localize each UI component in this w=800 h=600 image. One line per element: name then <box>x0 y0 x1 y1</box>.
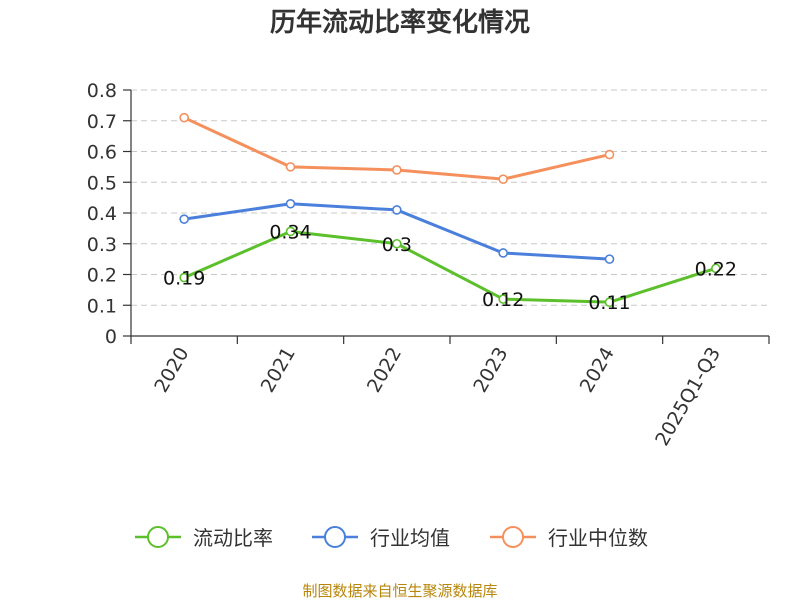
data-point <box>285 162 296 172</box>
legend-marker <box>502 526 524 548</box>
data-label: 0.34 <box>269 221 311 243</box>
series-group <box>179 112 721 307</box>
data-point <box>392 238 402 249</box>
data-point <box>392 165 402 175</box>
y-tick-label: 0.4 <box>87 203 117 225</box>
x-axis: 2020 2021 2022 2023 2024 2025Q1-Q3 <box>130 335 770 450</box>
y-tick-label: 0.7 <box>87 111 117 133</box>
source-note: 制图数据来自恒生聚源数据库 <box>302 582 497 600</box>
data-label: 0.22 <box>695 258 737 280</box>
data-label: 0.19 <box>163 268 205 290</box>
data-point <box>711 263 721 274</box>
data-point <box>498 174 508 184</box>
legend-label: 行业均值 <box>370 526 450 550</box>
x-tick-label: 2023 <box>469 343 512 396</box>
legend-label: 流动比率 <box>193 526 273 550</box>
series-line <box>183 229 717 304</box>
data-point <box>604 297 615 307</box>
legend-marker <box>324 526 346 548</box>
data-point <box>285 198 296 209</box>
data-point <box>392 205 402 215</box>
x-tick-label: 2025Q1-Q3 <box>651 344 725 450</box>
data-point <box>604 149 615 160</box>
data-label: 0.3 <box>382 234 412 256</box>
data-label: 0.12 <box>482 289 524 311</box>
chart-title: 历年流动比率变化情况 <box>270 7 530 38</box>
y-axis: 0 0.1 0.2 0.3 0.4 0.5 0.6 0.7 0.8 <box>87 80 132 348</box>
legend-label: 行业中位数 <box>548 526 648 550</box>
data-labels: 0.19 0.34 0.3 0.12 0.11 0.22 <box>163 221 737 314</box>
y-tick-label: 0.1 <box>87 295 117 317</box>
data-point <box>179 214 189 224</box>
data-label: 0.11 <box>588 292 630 314</box>
y-tick-label: 0.8 <box>87 80 117 102</box>
y-tick-label: 0.2 <box>87 265 117 287</box>
data-point <box>285 226 296 237</box>
x-tick-label: 2020 <box>150 344 193 397</box>
y-tick-label: 0 <box>105 326 117 348</box>
legend[interactable]: 流动比率 行业均值 行业中位数 <box>135 526 648 550</box>
x-tick-label: 2021 <box>257 344 300 397</box>
legend-marker <box>147 526 169 548</box>
grid-lines <box>131 89 769 306</box>
x-tick-label: 2022 <box>363 344 406 397</box>
y-tick-label: 0.3 <box>87 234 117 256</box>
y-tick-label: 0.5 <box>87 172 117 194</box>
data-point <box>179 272 189 283</box>
data-point <box>498 294 508 304</box>
x-tick-label: 2024 <box>576 344 619 397</box>
y-tick-label: 0.6 <box>87 142 117 164</box>
data-point <box>179 112 189 123</box>
data-point <box>604 254 615 264</box>
data-point <box>498 248 508 258</box>
